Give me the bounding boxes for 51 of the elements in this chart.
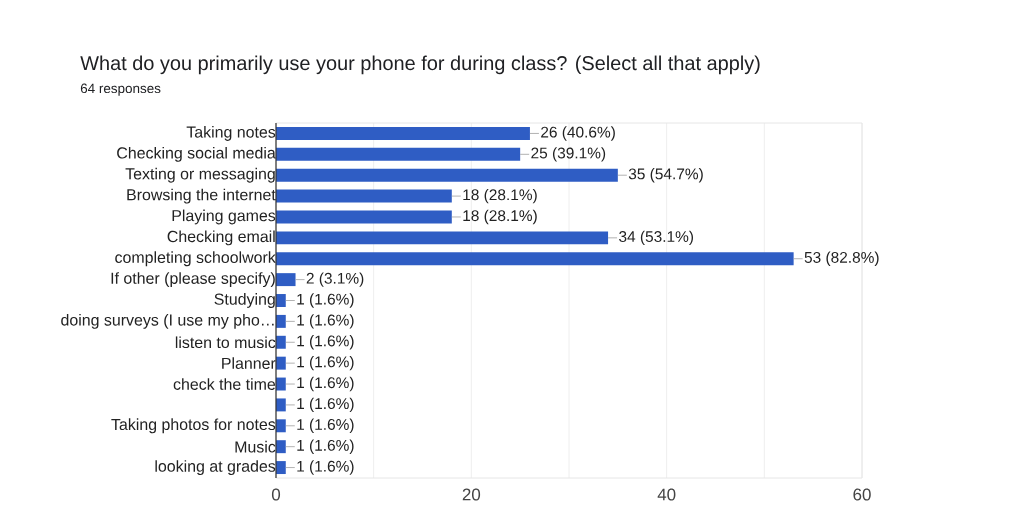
- bar: [276, 273, 296, 287]
- bar: [276, 419, 286, 433]
- x-tick-label: 20: [462, 488, 481, 501]
- bar: [276, 210, 452, 224]
- data-label: 26 (40.6%): [541, 126, 615, 141]
- data-label: 25 (39.1%): [531, 147, 606, 162]
- y-tick-label: check the time: [173, 378, 276, 390]
- data-label: 1 (1.6%): [297, 355, 354, 371]
- bar: [276, 126, 530, 140]
- bar: [276, 440, 286, 454]
- x-tick-label: 40: [657, 488, 676, 501]
- bar: [276, 252, 794, 266]
- data-label: 1 (1.6%): [297, 418, 354, 433]
- bar: [276, 168, 618, 182]
- data-label: 34 (53.1%): [619, 230, 694, 246]
- data-label: 2 (3.1%): [306, 272, 364, 287]
- data-label: 53 (82.8%): [804, 251, 879, 266]
- y-tick-label: doing surveys (I use my pho…: [61, 313, 274, 329]
- data-label: 1 (1.6%): [297, 293, 354, 308]
- x-tick-label: 0: [271, 488, 281, 501]
- bar: [276, 294, 286, 307]
- y-tick-label: If other (please specify): [111, 272, 275, 288]
- chart-title: What do you primarily use your phone for during class? (Select all that apply): [80, 55, 760, 75]
- data-label: 1 (1.6%): [297, 314, 354, 329]
- y-tick-label: Playing games: [172, 209, 276, 225]
- bar: [276, 147, 521, 161]
- y-tick-label: Studying: [214, 293, 275, 308]
- data-label: 1 (1.6%): [297, 376, 354, 392]
- y-tick-label: listen to music: [175, 336, 276, 349]
- bar: [276, 398, 286, 412]
- y-tick-label: Taking photos for notes: [111, 418, 276, 434]
- bar: [276, 335, 286, 349]
- text: 64 responses: [80, 83, 161, 96]
- data-label: 18 (28.1%): [463, 209, 537, 225]
- y-tick-label: looking at grades: [155, 460, 276, 475]
- data-label: 35 (54.7%): [628, 168, 703, 183]
- y-tick-label: Taking notes: [186, 126, 276, 141]
- bar: [276, 314, 286, 328]
- bar: [276, 461, 286, 475]
- data-label: 1 (1.6%): [297, 335, 354, 350]
- y-tick-label: Checking email: [167, 230, 275, 246]
- data-label: 1 (1.6%): [297, 397, 354, 413]
- bar: [276, 189, 452, 203]
- bar: [276, 231, 609, 245]
- data-label: 1 (1.6%): [297, 439, 354, 454]
- data-label: 18 (28.1%): [463, 188, 537, 204]
- bar: [276, 356, 286, 370]
- y-tick-label: Texting or messaging: [125, 167, 275, 183]
- bar: [276, 377, 286, 391]
- data-label: 1 (1.6%): [297, 460, 354, 475]
- x-tick-label: 60: [853, 488, 871, 501]
